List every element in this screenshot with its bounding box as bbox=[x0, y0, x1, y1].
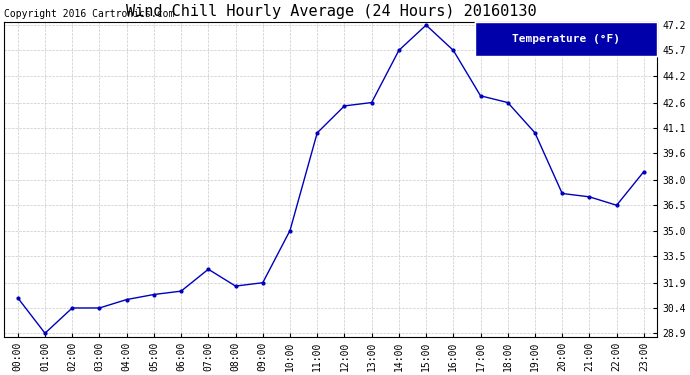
Text: Copyright 2016 Cartronics.com: Copyright 2016 Cartronics.com bbox=[4, 9, 175, 19]
Title: Wind Chill Hourly Average (24 Hours) 20160130: Wind Chill Hourly Average (24 Hours) 201… bbox=[126, 4, 536, 19]
